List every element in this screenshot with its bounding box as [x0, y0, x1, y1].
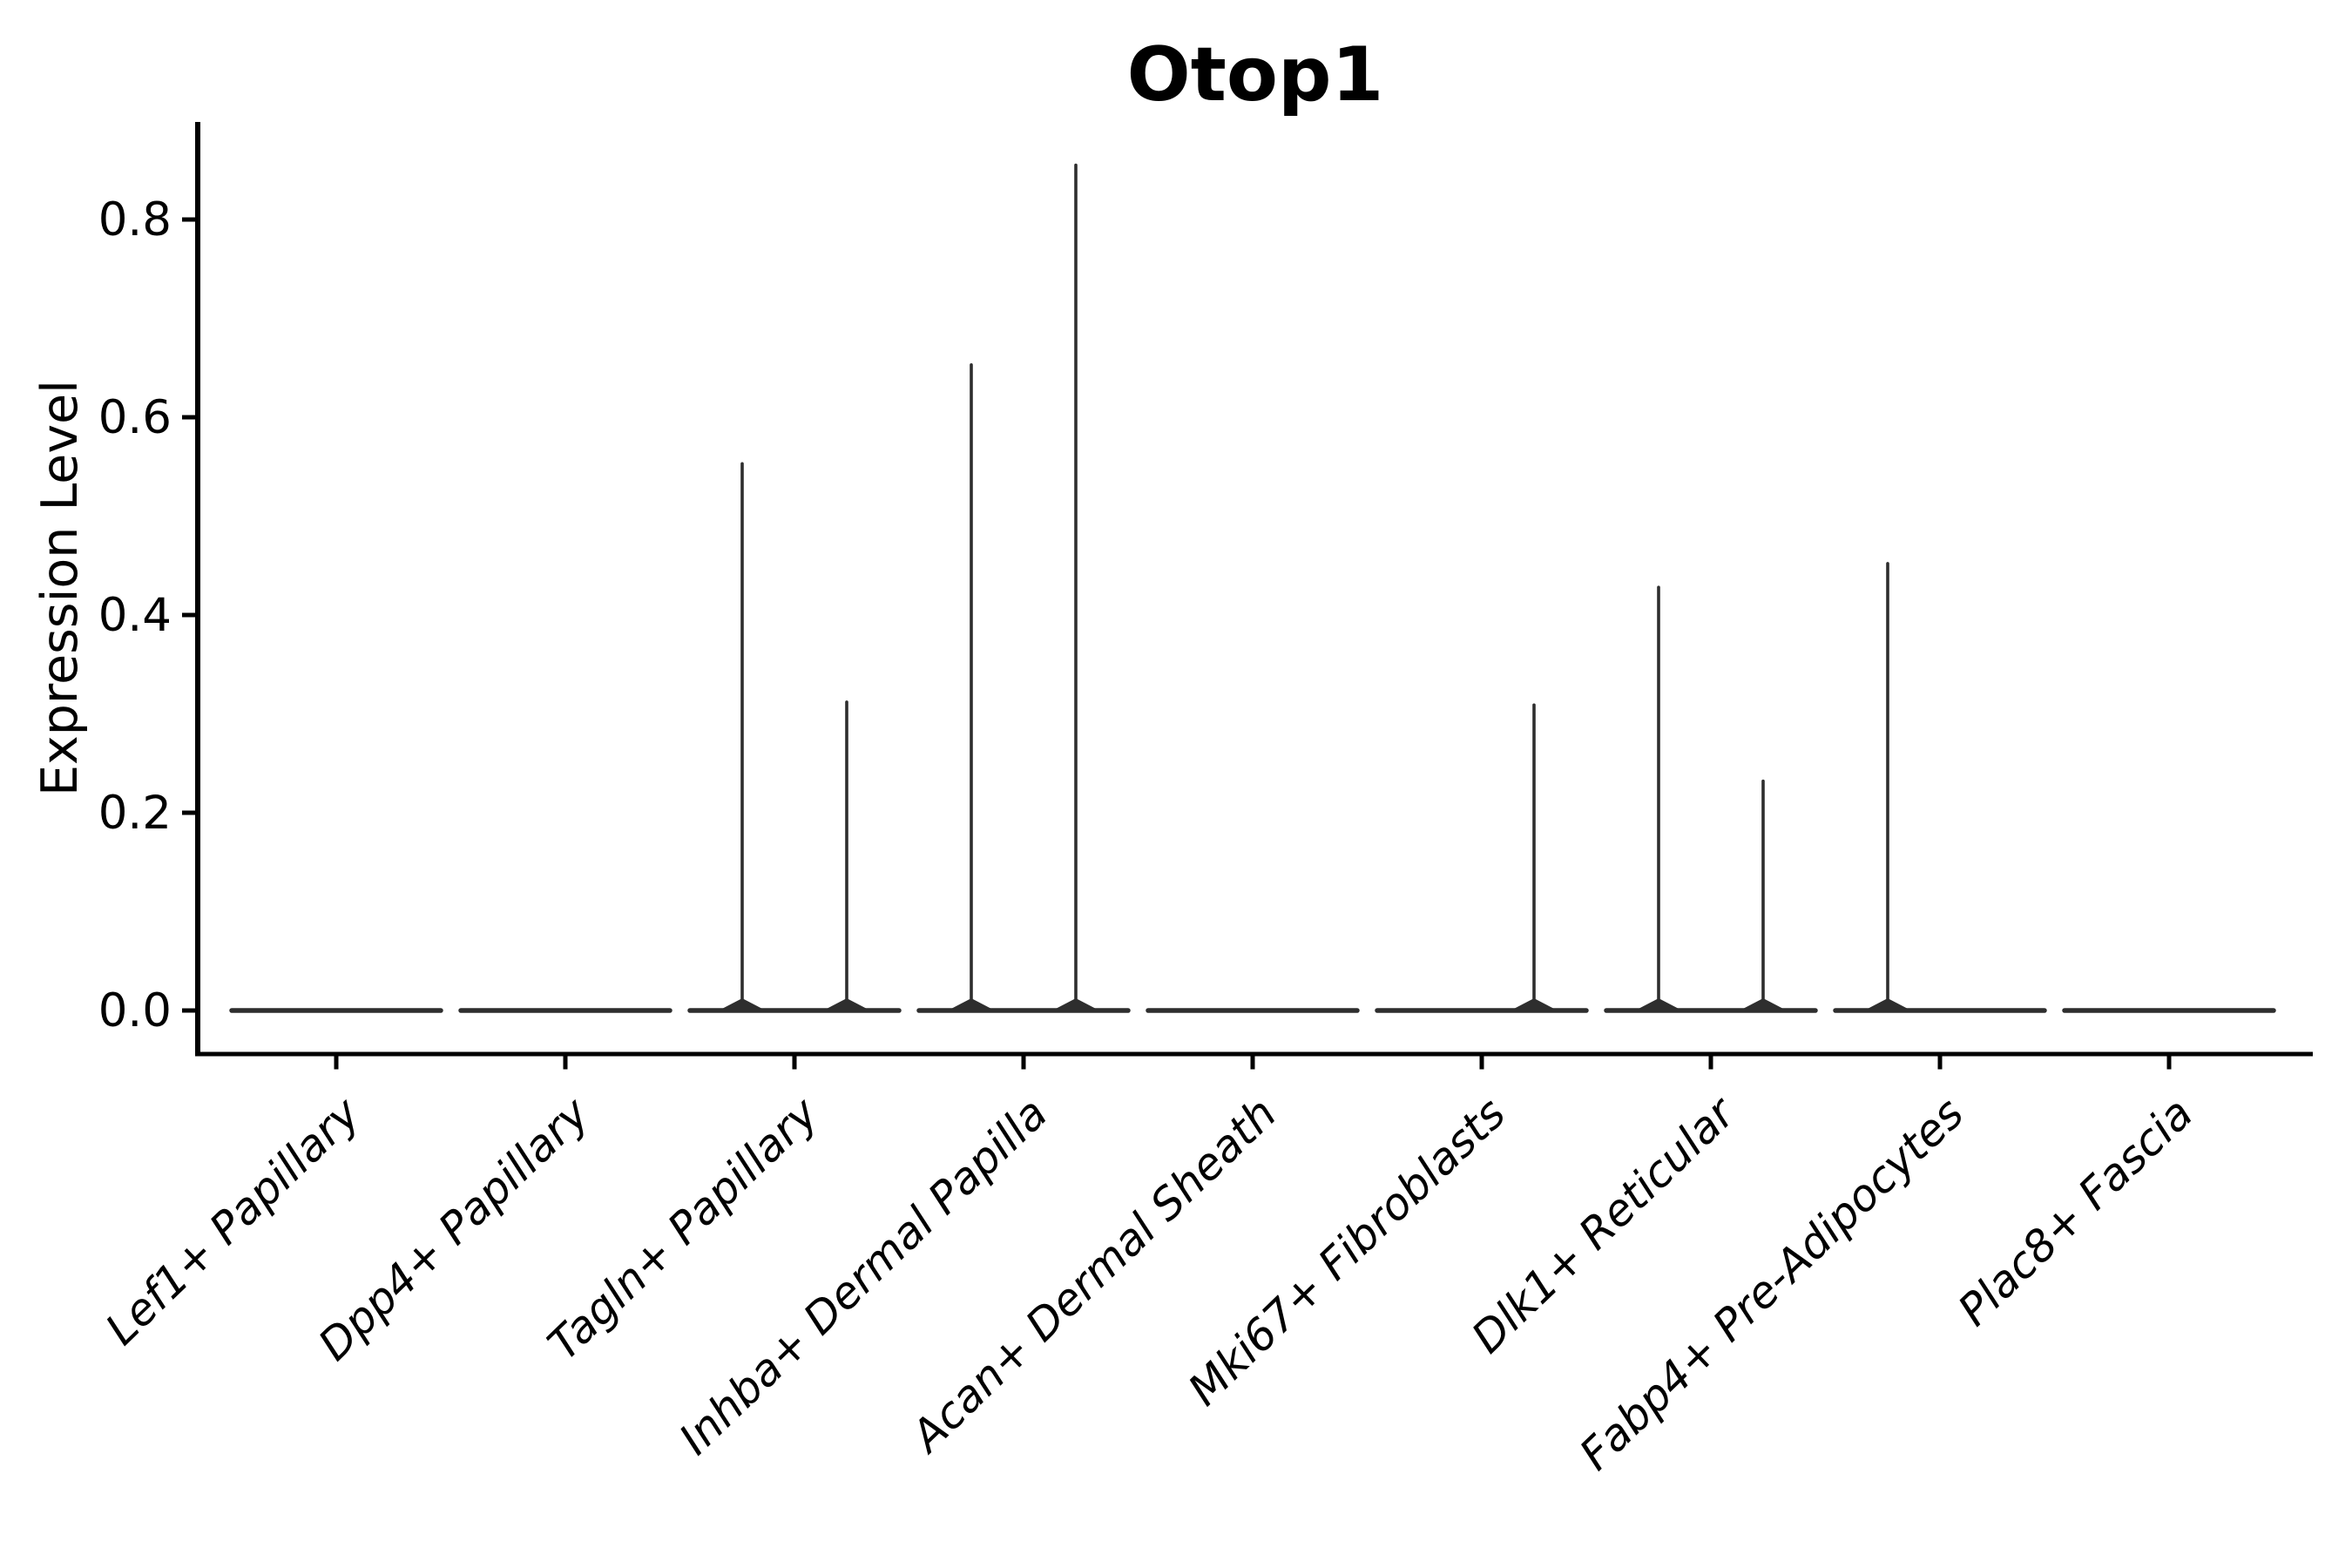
y-axis-label: Expression Level	[31, 380, 89, 796]
axes-spines	[195, 122, 2313, 1057]
y-tick-label: 0.4	[98, 589, 172, 642]
violin-series	[229, 163, 2276, 1013]
y-axis-ticks: 0.0 0.2 0.4 0.6 0.8	[98, 193, 195, 1037]
y-tick-label: 0.8	[98, 193, 172, 247]
chart-title: Otop1	[1127, 31, 1384, 118]
x-tick-label: Inhba+ Dermal Papilla	[670, 1088, 1058, 1464]
x-tick-label: Plac8+ Fascia	[1949, 1088, 2203, 1335]
x-tick-label: Fabp4+ Pre-Adipocytes	[1570, 1088, 1973, 1480]
y-tick-label: 0.2	[98, 787, 172, 840]
y-tick-label: 0.6	[98, 391, 172, 444]
y-tick-label: 0.0	[98, 984, 172, 1037]
x-tick-label: Acan+ Dermal Sheath	[900, 1088, 1286, 1463]
